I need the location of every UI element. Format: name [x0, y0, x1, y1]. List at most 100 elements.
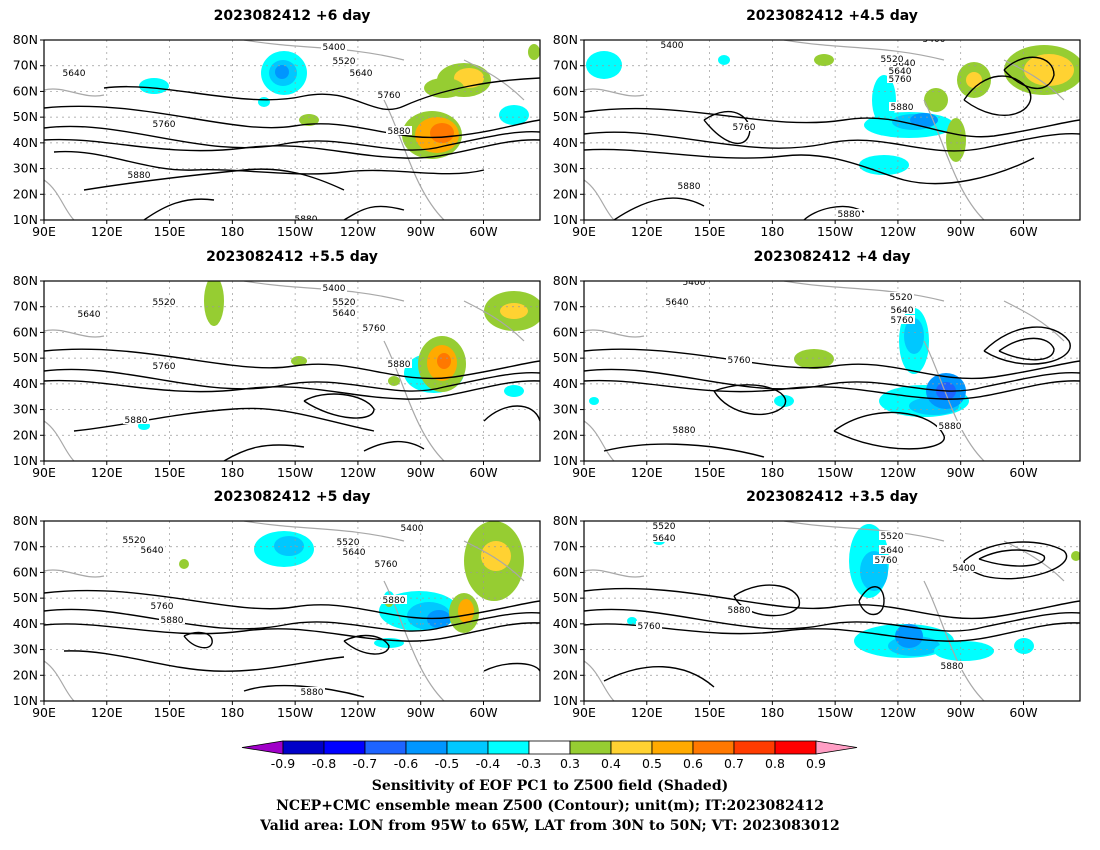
contour-label-bg	[651, 533, 677, 542]
x-tick-label: 90E	[32, 224, 56, 239]
z500-contour	[143, 198, 215, 220]
shading-blob	[427, 610, 451, 628]
footer-line-2: NCEP+CMC ensemble mean Z500 (Contour); u…	[276, 798, 824, 814]
x-tick-label: 150W	[277, 705, 313, 720]
contour-label-bg	[659, 40, 685, 49]
y-tick-label: 10N	[13, 453, 38, 468]
x-tick-label: 90W	[947, 465, 975, 480]
shading-blob	[430, 123, 454, 143]
contour-label-bg	[61, 68, 87, 77]
colorbar-segment	[282, 740, 325, 755]
colorbar-label: -0.8	[312, 756, 336, 771]
y-tick-label: 50N	[553, 109, 578, 124]
x-tick-label: 90W	[407, 705, 435, 720]
colorbar-segment	[323, 740, 366, 755]
contour-label: 5880	[673, 426, 696, 436]
z500-contour	[963, 541, 1068, 580]
contour-label-bg	[676, 181, 702, 190]
shading-blob	[586, 51, 622, 79]
z500-contour	[44, 105, 540, 139]
contour-label: 5880	[125, 416, 148, 426]
contour-label: 5760	[153, 120, 176, 130]
colorbar-label: 0.9	[806, 756, 826, 771]
contour-label-bg	[293, 214, 319, 220]
contour-label: 5760	[378, 91, 401, 101]
shading-blob	[774, 395, 794, 407]
panel-frame	[583, 520, 1081, 702]
z500-contour	[584, 368, 1080, 392]
y-tick-label: 30N	[13, 642, 38, 657]
contour-label-bg	[159, 615, 185, 624]
contour-label: 5880	[941, 662, 964, 672]
contour-label-bg	[321, 42, 347, 51]
y-tick-label: 80N	[13, 513, 38, 528]
map-panel-5: 2023082412 +5 day54005520552056405640576…	[13, 489, 541, 720]
y-tick-label: 50N	[553, 350, 578, 365]
contour-label: 5640	[350, 69, 373, 79]
colorbar-label: -0.3	[517, 756, 541, 771]
colorbar-label: 0.5	[642, 756, 662, 771]
contour-label: 5640	[893, 59, 916, 69]
map-panel-3: 2023082412 +5.5 day540055205520564056405…	[13, 249, 541, 480]
z500-contour	[343, 205, 405, 220]
contour-label-bg	[139, 545, 165, 554]
contour-label: 5400	[923, 35, 946, 45]
contour-label-bg	[836, 209, 862, 218]
z500-contour	[998, 337, 1055, 361]
z500-contour	[603, 443, 765, 458]
shading-blob	[500, 303, 528, 319]
z500-contour	[483, 662, 540, 672]
y-tick-label: 30N	[13, 161, 38, 176]
x-tick-label: 90E	[572, 465, 596, 480]
contour-label: 5640	[63, 69, 86, 79]
y-tick-label: 60N	[553, 564, 578, 579]
y-tick-label: 20N	[553, 186, 578, 201]
contour-label-bg	[348, 68, 374, 77]
contour-label: 5880	[383, 596, 406, 606]
shading-blob	[627, 617, 637, 625]
y-tick-label: 60N	[553, 83, 578, 98]
x-tick-label: 150E	[154, 705, 186, 720]
contour-label: 5760	[891, 316, 914, 326]
contour-label-bg	[951, 563, 977, 572]
x-tick-label: 180	[220, 705, 244, 720]
panel-frame	[583, 39, 1081, 221]
y-tick-label: 40N	[13, 376, 38, 391]
z500-contour	[303, 393, 375, 419]
x-tick-label: 120W	[880, 224, 916, 239]
z500-contour	[223, 444, 305, 461]
contour-label-bg	[399, 523, 425, 532]
contour-label-bg	[636, 621, 662, 630]
z500-contour	[703, 110, 751, 145]
contour-label: 5880	[939, 422, 962, 432]
y-tick-label: 70N	[553, 299, 578, 314]
contour-label: 5640	[333, 309, 356, 319]
contour-label-bg	[889, 305, 915, 314]
contour-label-bg	[149, 601, 175, 610]
x-tick-label: 120W	[340, 465, 376, 480]
contour-label: 5760	[363, 324, 386, 334]
shading-blob	[204, 281, 224, 326]
x-tick-label: 60W	[469, 224, 497, 239]
contour-label: 5640	[141, 546, 164, 556]
shading-blob	[814, 54, 834, 66]
panel-title: 2023082412 +3.5 day	[746, 489, 918, 505]
colorbar-segment	[569, 740, 612, 755]
z500-contour	[833, 411, 945, 450]
contour-label-bg	[921, 40, 947, 43]
z500-contour	[584, 148, 1035, 185]
x-tick-label: 90W	[947, 705, 975, 720]
z500-contour	[584, 348, 1080, 380]
map-panel-2: 2023082412 +4.5 day540056405520564057605…	[553, 8, 1081, 239]
z500-contour	[44, 608, 540, 632]
contour-label: 5520	[890, 293, 913, 303]
z500-contour	[44, 368, 540, 392]
colorbar-label: 0.8	[765, 756, 785, 771]
x-tick-label: 150W	[817, 705, 853, 720]
contour-label-bg	[381, 595, 407, 604]
y-tick-label: 20N	[553, 667, 578, 682]
z500-contour	[44, 589, 540, 620]
y-tick-label: 70N	[553, 539, 578, 554]
z500-contour	[44, 138, 540, 159]
